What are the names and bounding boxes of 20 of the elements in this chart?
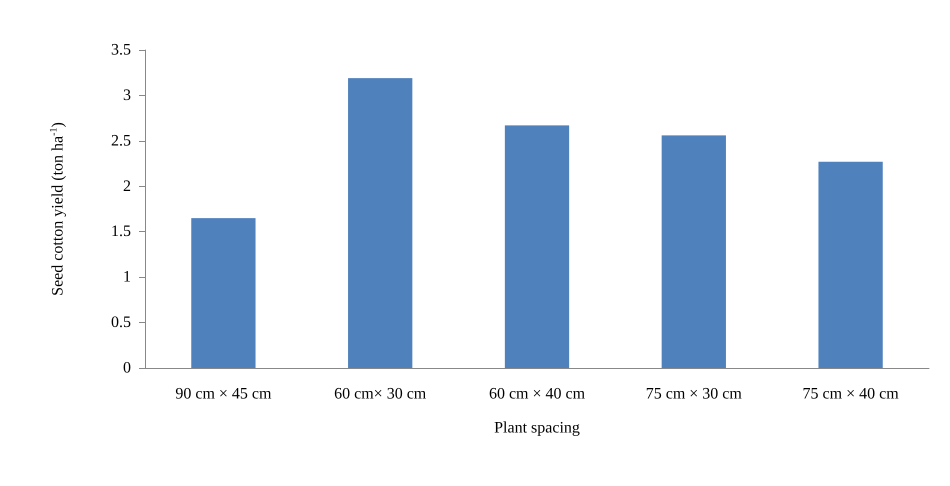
y-tick-label: 2 <box>123 178 131 195</box>
bar <box>818 162 883 368</box>
y-tick-label: 2.5 <box>111 132 131 150</box>
y-tick-label: 3.5 <box>111 42 131 58</box>
bar <box>191 218 256 368</box>
y-tick-label: 3 <box>123 86 131 104</box>
y-tick-label: 1.5 <box>111 223 131 240</box>
x-tick-label: 90 cm × 45 cm <box>175 386 272 402</box>
y-tick-label: 0 <box>123 360 131 376</box>
bar <box>662 135 726 368</box>
y-tick-label: 0.5 <box>111 314 131 332</box>
x-axis-title: Plant spacing <box>494 420 580 436</box>
x-tick-label: 60 cm× 30 cm <box>334 386 427 402</box>
y-tick-label: 1 <box>123 268 131 286</box>
x-tick-label: 60 cm × 40 cm <box>488 386 586 402</box>
bar <box>504 125 570 368</box>
x-tick-label: 75 cm × 40 cm <box>802 386 900 402</box>
bar <box>348 78 412 368</box>
x-tick-label: 75 cm × 30 cm <box>646 386 742 402</box>
y-axis-title: Seed cotton yield (ton ha-1) <box>48 122 66 296</box>
